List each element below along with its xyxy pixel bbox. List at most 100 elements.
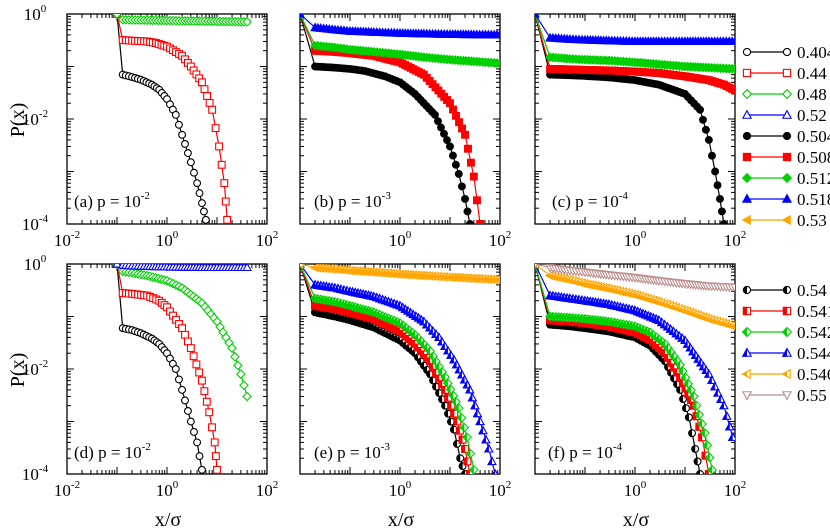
series-f-0.544-point-half-fill bbox=[696, 357, 701, 367]
series-a-0.44 bbox=[113, 14, 232, 224]
series-f-0.544-point-half-fill bbox=[722, 411, 727, 420]
series-e-0.544-point-half-fill bbox=[374, 293, 380, 303]
series-a-0.404-point bbox=[197, 199, 206, 208]
series-e-0.542-point-half-fill bbox=[333, 297, 338, 308]
tick-base: 10 bbox=[724, 231, 741, 250]
series-f-0.54-point-half-fill bbox=[691, 445, 696, 453]
series-f-0.544-point-half-fill bbox=[665, 323, 671, 333]
series-e-0.544-point-half-fill bbox=[470, 400, 476, 410]
series-a-0.404-point bbox=[190, 168, 198, 177]
series-d-0.52 bbox=[112, 264, 252, 272]
tick-base: 10 bbox=[624, 231, 641, 250]
series-d-0.44-point bbox=[213, 465, 221, 474]
series-c-0.512 bbox=[535, 14, 735, 74]
series-e-0.546-point-half-fill bbox=[368, 269, 374, 275]
series-f-0.542-point-half-fill bbox=[545, 311, 551, 322]
panel-d-xtick-label: 102 bbox=[256, 479, 279, 500]
series-e-0.546-point-half-fill bbox=[386, 270, 392, 277]
series-f-0.542-point-half-fill bbox=[548, 311, 553, 322]
series-f-0.541-point-half-fill bbox=[619, 325, 624, 334]
series-e-0.546-point-half-fill bbox=[424, 273, 430, 279]
series-e-0.544-point-half-fill bbox=[478, 425, 484, 435]
series-b-0.504-point bbox=[443, 136, 451, 145]
series-e-0.544-point-half-fill bbox=[440, 341, 445, 350]
series-e-0.542-point-half-fill bbox=[342, 300, 347, 310]
series-f-0.544-point-half-fill bbox=[656, 317, 662, 327]
legend-entry: 0.55 bbox=[741, 386, 827, 405]
series-f-0.542-point-half-fill bbox=[639, 325, 645, 335]
series-c-0.504-point bbox=[701, 125, 710, 134]
series-f-0.542-point-half-fill bbox=[565, 312, 570, 323]
series-f-0.544-point-half-fill bbox=[671, 328, 677, 338]
series-f-0.544-point-half-fill bbox=[565, 293, 570, 303]
series-e-0.54-point-half-fill bbox=[453, 439, 458, 448]
series-a-0.48-point bbox=[112, 14, 122, 19]
series-e-0.542-point-half-fill bbox=[358, 304, 364, 315]
tick-base: 10 bbox=[22, 215, 39, 234]
series-a-0.44-point bbox=[215, 142, 224, 151]
series-e-0.544-point-half-fill bbox=[467, 392, 473, 402]
series-e-0.544-point-half-fill bbox=[371, 292, 377, 302]
series-f-0.544-point-half-fill bbox=[585, 296, 591, 306]
series-e-0.544-point-half-fill bbox=[431, 329, 436, 338]
legend-marker-left-half-fill bbox=[741, 371, 747, 377]
tick-base: 10 bbox=[256, 231, 273, 250]
series-f-0.542-point-half-fill bbox=[702, 440, 708, 451]
series-e-0.542-point-half-fill bbox=[468, 464, 474, 474]
series-f-0.542-point-half-fill bbox=[636, 323, 642, 334]
series-c-0.518-point bbox=[535, 14, 540, 18]
series-e-0.544-point-half-fill bbox=[425, 322, 430, 332]
x-axis-label-col3: x/σ bbox=[623, 509, 650, 530]
panel-b-label-main: (b) p = 10 bbox=[314, 192, 382, 211]
legend-entry: 0.518 bbox=[741, 190, 830, 209]
series-e-0.54-point-half-fill bbox=[461, 470, 466, 474]
series-f-0.541-point-half-fill bbox=[586, 319, 591, 328]
series-f-0.542-point-half-fill bbox=[574, 313, 579, 324]
tick-exp: 0 bbox=[641, 229, 647, 241]
series-f-0.541-point-half-fill bbox=[681, 384, 686, 393]
series-e-0.541-point-half-fill bbox=[458, 435, 463, 444]
legend-marker-left bbox=[741, 193, 753, 203]
series-e-0.542-point-half-fill bbox=[339, 299, 344, 310]
series-a-0.404-point bbox=[183, 149, 192, 158]
series-e-0.542-point-half-fill bbox=[310, 293, 316, 304]
tick-exp: 0 bbox=[173, 229, 179, 241]
series-f-0.542-point-half-fill bbox=[553, 312, 559, 322]
series-f-0.542-point-half-fill bbox=[588, 314, 593, 325]
series-e-0.542-point-half-fill bbox=[366, 306, 372, 317]
series-f-0.541-point-half-fill bbox=[622, 326, 627, 335]
series-d-0.48 bbox=[112, 264, 252, 402]
series-e-0.546-point-half-fill bbox=[324, 265, 330, 272]
series-f-0.544-point-half-fill bbox=[716, 394, 721, 403]
series-e-0.546-point-half-fill bbox=[380, 270, 386, 276]
y-axis-label-top: P(x) bbox=[7, 103, 29, 137]
series-e-0.541-point-half-fill bbox=[441, 385, 446, 394]
series-f-0.55-point bbox=[730, 283, 735, 293]
series-b-0.504-point bbox=[430, 110, 439, 119]
panel-d-label-main: (d) p = 10 bbox=[74, 443, 142, 462]
series-f-0.542-point-half-fill bbox=[609, 317, 615, 328]
series-f-0.544-point-half-fill bbox=[582, 295, 588, 305]
series-e-0.542-point-half-fill bbox=[410, 329, 416, 340]
tick-base: 10 bbox=[624, 481, 641, 500]
series-f-0.54-point-half-fill bbox=[696, 470, 701, 474]
series-e-0.542-point-half-fill bbox=[443, 378, 448, 389]
panel-a-label: (a) p = 10-2 bbox=[74, 190, 150, 211]
series-f-0.544-point-half-fill bbox=[643, 310, 649, 320]
legend-marker-left bbox=[741, 214, 751, 226]
panel-b-xtick-label: 102 bbox=[489, 229, 512, 250]
tick-base: 10 bbox=[22, 360, 39, 379]
series-f-0.541-point-half-fill bbox=[583, 319, 588, 328]
series-b-0.508-point bbox=[473, 196, 481, 205]
series-e-0.546-point-half-fill bbox=[300, 264, 301, 267]
series-e-0.54-point-half-fill bbox=[441, 401, 446, 410]
series-f-0.544-point-half-fill bbox=[632, 306, 638, 316]
panel-a-ytick-label: 100 bbox=[24, 3, 47, 24]
series-e-0.544-point-half-fill bbox=[389, 298, 395, 308]
legend-marker-right bbox=[781, 193, 793, 203]
series-c-0.504-point bbox=[711, 167, 720, 176]
series-d-0.44-point bbox=[200, 387, 209, 396]
legend-marker-left-half-fill bbox=[741, 347, 747, 357]
series-f-0.544-point-half-fill bbox=[680, 335, 686, 345]
legend-marker-right bbox=[782, 47, 792, 57]
